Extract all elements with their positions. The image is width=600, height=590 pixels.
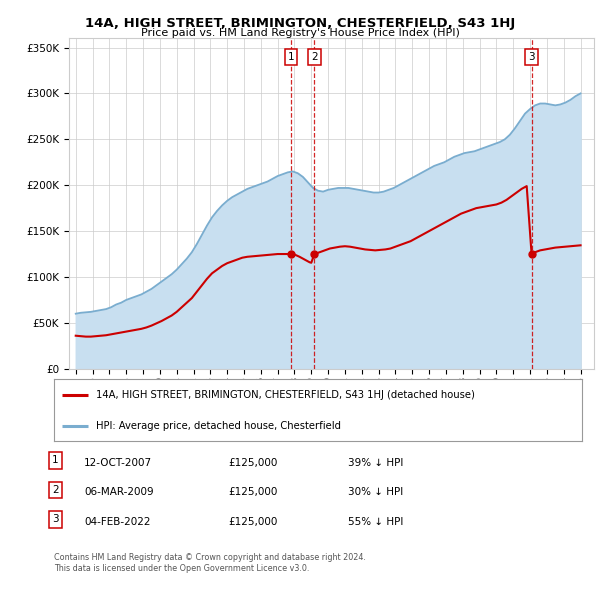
Text: 30% ↓ HPI: 30% ↓ HPI xyxy=(348,487,403,497)
Text: 3: 3 xyxy=(52,514,59,525)
Text: 3: 3 xyxy=(528,52,535,62)
Text: 14A, HIGH STREET, BRIMINGTON, CHESTERFIELD, S43 1HJ (detached house): 14A, HIGH STREET, BRIMINGTON, CHESTERFIE… xyxy=(96,391,475,401)
Text: 2: 2 xyxy=(311,52,317,62)
Text: Price paid vs. HM Land Registry's House Price Index (HPI): Price paid vs. HM Land Registry's House … xyxy=(140,28,460,38)
Text: This data is licensed under the Open Government Licence v3.0.: This data is licensed under the Open Gov… xyxy=(54,564,310,573)
Text: 12-OCT-2007: 12-OCT-2007 xyxy=(84,458,152,468)
Text: HPI: Average price, detached house, Chesterfield: HPI: Average price, detached house, Ches… xyxy=(96,421,341,431)
Text: 1: 1 xyxy=(287,52,294,62)
Text: Contains HM Land Registry data © Crown copyright and database right 2024.: Contains HM Land Registry data © Crown c… xyxy=(54,553,366,562)
Text: 06-MAR-2009: 06-MAR-2009 xyxy=(84,487,154,497)
Text: £125,000: £125,000 xyxy=(228,517,277,527)
Text: £125,000: £125,000 xyxy=(228,458,277,468)
Text: 14A, HIGH STREET, BRIMINGTON, CHESTERFIELD, S43 1HJ: 14A, HIGH STREET, BRIMINGTON, CHESTERFIE… xyxy=(85,17,515,30)
Text: 55% ↓ HPI: 55% ↓ HPI xyxy=(348,517,403,527)
Text: 1: 1 xyxy=(52,455,59,466)
Text: £125,000: £125,000 xyxy=(228,487,277,497)
Text: 39% ↓ HPI: 39% ↓ HPI xyxy=(348,458,403,468)
Text: 04-FEB-2022: 04-FEB-2022 xyxy=(84,517,151,527)
Text: 2: 2 xyxy=(52,485,59,495)
